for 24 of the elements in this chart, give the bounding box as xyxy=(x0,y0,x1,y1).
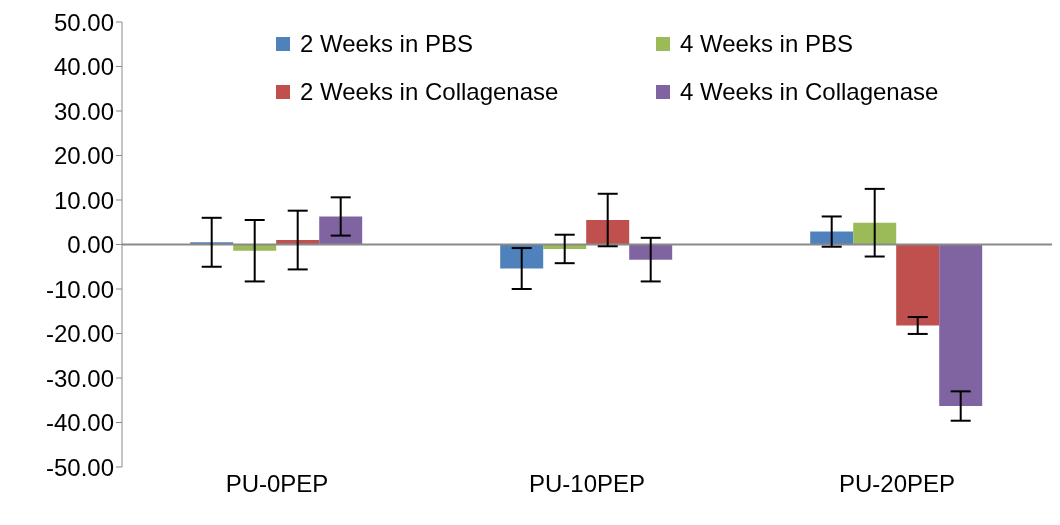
y-tick-label: -20.00 xyxy=(45,320,114,348)
y-tick-label: 10.00 xyxy=(53,186,114,214)
bar xyxy=(853,222,897,245)
legend-label: 4 Weeks in PBS xyxy=(680,30,853,58)
y-tick-label: 0.00 xyxy=(67,231,114,259)
y-tick-label: -50.00 xyxy=(45,453,114,481)
y-tick-label: 20.00 xyxy=(53,142,114,170)
bar xyxy=(319,216,363,245)
legend-label: 2 Weeks in PBS xyxy=(300,30,473,58)
y-tick-label: -40.00 xyxy=(45,409,114,437)
x-tick-label: PU-0PEP xyxy=(225,470,329,498)
y-tick-label: -30.00 xyxy=(45,364,114,392)
bar xyxy=(500,244,544,269)
bar xyxy=(586,220,630,245)
x-tick-label: PU-20PEP xyxy=(838,470,956,498)
y-tick-label: 30.00 xyxy=(53,97,114,125)
bar xyxy=(896,244,940,326)
y-tick-label: 40.00 xyxy=(53,53,114,81)
legend-label: 2 Weeks in Collagenase xyxy=(300,78,559,106)
y-tick-label: 50.00 xyxy=(53,8,114,36)
bar xyxy=(939,244,983,407)
legend-label: 4 Weeks in Collagenase xyxy=(680,78,939,106)
y-tick-label: -10.00 xyxy=(45,275,114,303)
x-tick-label: PU-10PEP xyxy=(528,470,646,498)
